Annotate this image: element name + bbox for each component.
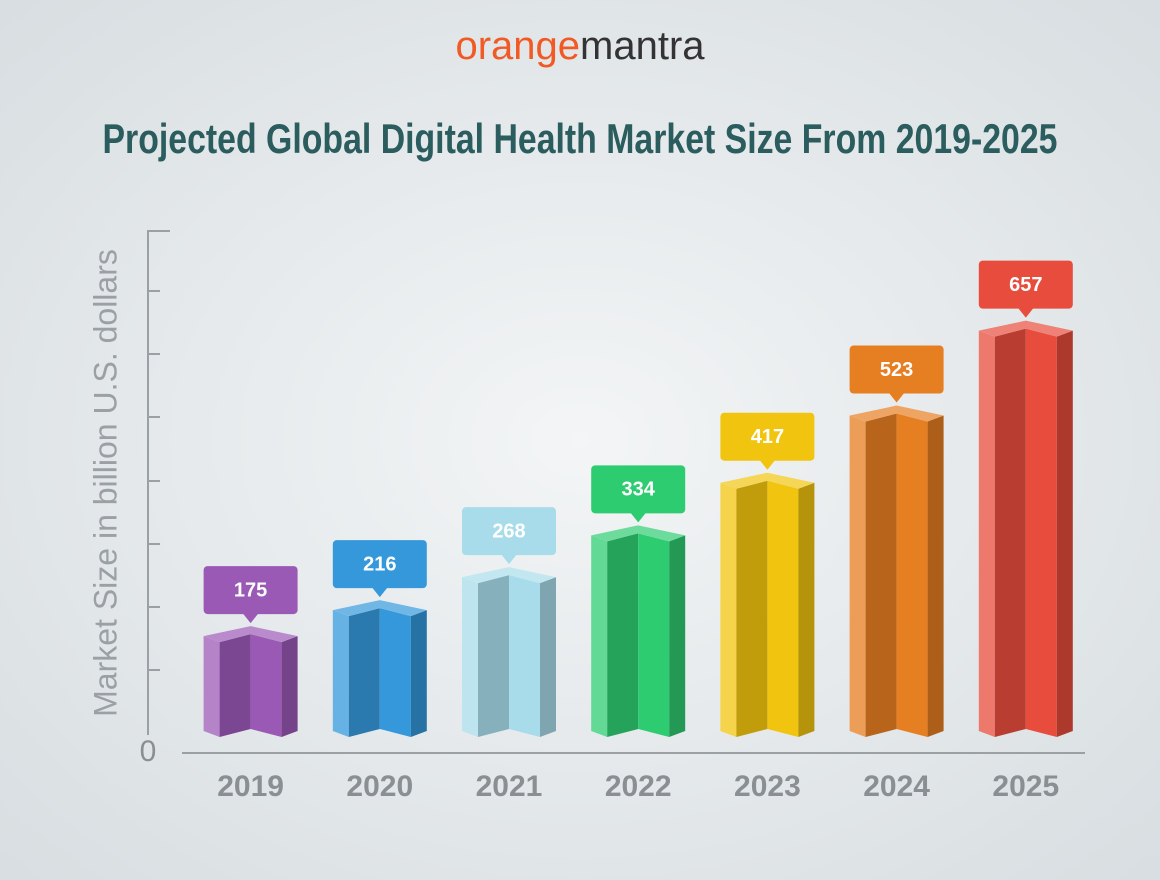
data-label: 523 (880, 359, 913, 381)
bar-left-edge (462, 577, 478, 737)
bar (462, 567, 556, 737)
bar-right-edge (927, 415, 944, 737)
bar-right-face (250, 634, 282, 737)
bar-right-edge (669, 535, 686, 737)
callout-box (849, 345, 944, 394)
callout-pointer (630, 512, 647, 523)
bar-left-face (865, 413, 897, 737)
bar-left-edge (978, 330, 995, 737)
bar-left-face (478, 575, 509, 737)
bar-left-face (219, 634, 251, 737)
bar (849, 405, 944, 737)
bar (332, 600, 427, 737)
bar-left-edge (203, 636, 220, 737)
x-tick-label: 2022 (605, 770, 672, 803)
data-label: 657 (1009, 274, 1042, 296)
x-tick-label: 2020 (346, 770, 413, 803)
callout-box (591, 465, 686, 514)
data-label: 334 (622, 479, 656, 501)
callout-pointer (759, 459, 776, 470)
x-tick-label: 2021 (476, 770, 543, 803)
bar-top (462, 567, 556, 584)
chart-title: Projected Global Digital Health Market S… (103, 115, 1058, 162)
data-label: 216 (363, 553, 396, 575)
bar-right-edge (798, 482, 815, 737)
bar-top (332, 600, 427, 617)
callout-pointer (242, 613, 259, 624)
bar (203, 626, 298, 737)
y-tick-label: 0 (140, 735, 157, 768)
bar-top (720, 472, 815, 489)
bar-right-face (767, 480, 799, 737)
bar-top (203, 626, 298, 643)
callout-box (978, 260, 1073, 309)
logo-part: orange (455, 24, 580, 68)
bar-right-face (1025, 328, 1057, 737)
bar-right-edge (410, 610, 427, 737)
bar-right-face (379, 608, 411, 737)
y-axis-label: Market Size in billion U.S. dollars (87, 249, 123, 717)
data-label: 175 (234, 579, 267, 601)
bar-top (978, 320, 1073, 337)
bar-top (849, 405, 944, 422)
bar-left-face (736, 480, 768, 737)
axis-ticks (148, 230, 170, 671)
logo: orangemantra (455, 24, 705, 68)
data-label: 417 (751, 426, 784, 448)
x-tick-label: 2023 (734, 770, 801, 803)
bar-right-face (896, 413, 928, 737)
bar-left-face (994, 328, 1026, 737)
bar-right-edge (1056, 330, 1073, 737)
callout-pointer (888, 392, 905, 403)
bar (591, 525, 686, 737)
bar-left-edge (849, 415, 866, 737)
x-tick-label: 2019 (217, 770, 284, 803)
bar-left-edge (720, 482, 737, 737)
bar-right-face (509, 575, 540, 737)
bar-left-face (607, 533, 639, 737)
bar-left-edge (591, 535, 608, 737)
bar-right-edge (540, 577, 556, 737)
callout-box (203, 566, 298, 615)
bar (978, 320, 1073, 737)
x-tick-label: 2025 (992, 770, 1059, 803)
data-label: 268 (492, 520, 525, 542)
bar-right-edge (281, 636, 298, 737)
logo-part: mantra (580, 24, 705, 68)
callout-box (720, 412, 815, 461)
callout-pointer (501, 554, 517, 565)
bar-left-edge (332, 610, 349, 737)
bar-top (591, 525, 686, 542)
callout-pointer (1017, 307, 1034, 318)
x-tick-label: 2024 (863, 770, 930, 803)
callout-box (332, 540, 427, 589)
bar-left-face (348, 608, 380, 737)
bar-right-face (638, 533, 670, 737)
callout-pointer (371, 587, 388, 598)
bar (720, 472, 815, 737)
callout-box (462, 507, 556, 556)
